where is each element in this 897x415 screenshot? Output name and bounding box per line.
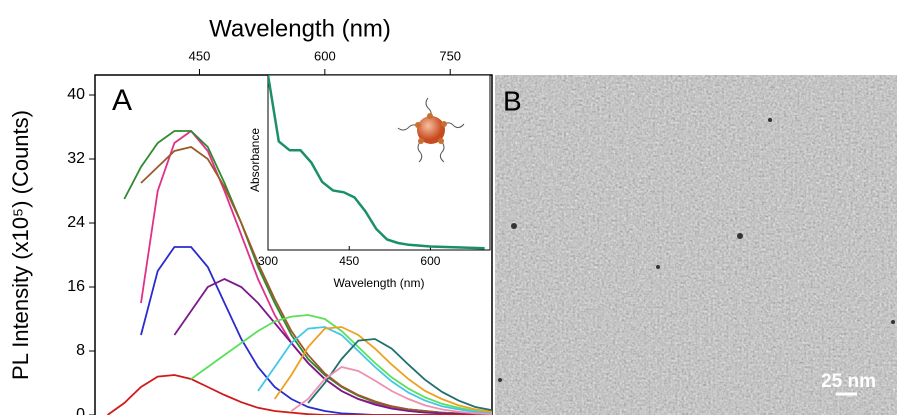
series-line (307, 338, 492, 412)
y-tick-label: 40 (67, 86, 85, 103)
x-axis-title: Wavelength (nm) (209, 15, 391, 42)
x-tick-label: 750 (439, 48, 461, 63)
inset-y-axis-title: Absorbance (248, 128, 262, 192)
series-line (268, 75, 485, 250)
tem-texture (495, 75, 897, 415)
x-tick-label: 450 (339, 254, 359, 268)
series-line (140, 146, 492, 415)
nanoparticle-icon (397, 97, 465, 163)
y-tick-label: 8 (76, 342, 85, 359)
x-tick-label: 450 (189, 48, 211, 63)
series-line (190, 314, 492, 414)
tem-dots (498, 118, 895, 382)
y-tick-label: 32 (67, 150, 85, 167)
series-line (273, 326, 492, 413)
y-tick-label: 24 (67, 214, 85, 231)
panel-label: A (112, 84, 132, 117)
series-line (140, 246, 492, 415)
inset-frame (267, 74, 491, 251)
scale-bar-label: 25 nm (821, 371, 876, 392)
y-tick-label: 0 (76, 406, 85, 415)
x-tick-label: 600 (314, 48, 336, 63)
series-line (106, 374, 492, 415)
series-line (257, 326, 492, 415)
panel-label: B (503, 85, 522, 116)
y-tick-label: 16 (67, 278, 85, 295)
y-axis-title: PL Intensity (x10⁵) (Counts) (8, 110, 33, 380)
series-line (290, 366, 492, 415)
x-tick-label: 600 (420, 254, 440, 268)
series-line (173, 278, 492, 415)
inset-x-axis-title: Wavelength (nm) (334, 276, 425, 290)
x-tick-label: 300 (258, 254, 278, 268)
